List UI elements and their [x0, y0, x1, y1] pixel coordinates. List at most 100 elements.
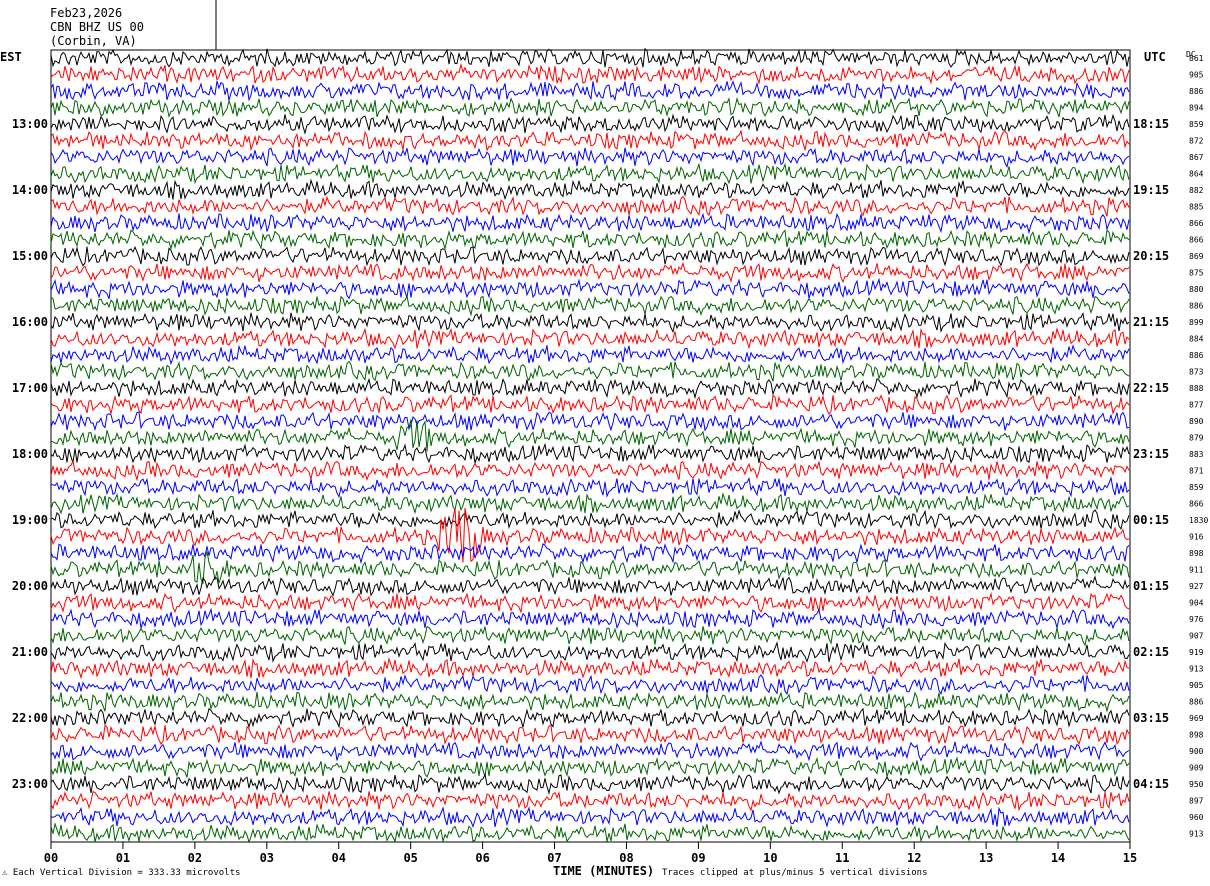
- seismic-trace: [50, 790, 1130, 812]
- left-time-label: 17:00: [12, 381, 48, 395]
- left-time-label: 18:00: [12, 447, 48, 461]
- seismic-trace: [50, 691, 1130, 713]
- seismic-trace: [50, 657, 1130, 680]
- dc-offset-label: 894: [1189, 104, 1204, 113]
- seismic-trace: [50, 707, 1130, 729]
- dc-offset-label: 866: [1189, 219, 1204, 228]
- seismic-trace: [50, 542, 1130, 565]
- left-time-label: 20:00: [12, 579, 48, 593]
- dc-offset-label: 907: [1189, 632, 1204, 641]
- dc-offset-label: 950: [1189, 780, 1204, 789]
- x-tick-label: 05: [403, 851, 417, 865]
- dc-offset-label: 883: [1189, 450, 1204, 459]
- seismic-trace: [50, 178, 1130, 201]
- x-tick-label: 12: [907, 851, 921, 865]
- dc-offset-label: 890: [1189, 417, 1204, 426]
- right-axis-title: UTC: [1144, 50, 1166, 64]
- dc-offset-labels: 861 905 886 894 859 872 867 864 882 885 866 866 869 8…: [1189, 54, 1208, 839]
- dc-offset-label: 904: [1189, 599, 1204, 608]
- seismic-trace: [50, 327, 1130, 350]
- chart-date: Feb23,2026: [50, 6, 123, 20]
- dc-offset-label: 898: [1189, 549, 1204, 558]
- right-time-label: 00:15: [1133, 513, 1169, 527]
- seismic-trace: [50, 147, 1130, 169]
- dc-offset-label: 976: [1189, 615, 1204, 624]
- x-tick-label: 09: [691, 851, 705, 865]
- seismic-trace: [50, 507, 1130, 563]
- left-time-label: 19:00: [12, 513, 48, 527]
- seismic-trace: [50, 509, 1130, 530]
- right-time-label: 21:15: [1133, 315, 1169, 329]
- right-time-label: 22:15: [1133, 381, 1169, 395]
- seismic-trace: [50, 674, 1130, 696]
- dc-offset-label: 905: [1189, 71, 1204, 80]
- x-tick-label: 14: [1051, 851, 1065, 865]
- seismic-trace: [50, 822, 1130, 844]
- dc-offset-label: 880: [1189, 285, 1204, 294]
- seismic-trace: [50, 311, 1130, 334]
- dc-offset-label: 886: [1189, 302, 1204, 311]
- dc-offset-label: 960: [1189, 813, 1204, 822]
- dc-offset-label: 886: [1189, 351, 1204, 360]
- dc-offset-label: 927: [1189, 582, 1204, 591]
- seismic-trace: [50, 80, 1130, 102]
- seismic-trace: [50, 377, 1130, 400]
- seismic-trace: [50, 607, 1130, 631]
- dc-offset-label: 913: [1189, 665, 1204, 674]
- dc-offset-label: 886: [1189, 87, 1204, 96]
- right-time-label: 19:15: [1133, 183, 1169, 197]
- left-axis-title: EST: [0, 50, 22, 64]
- dc-offset-label: 859: [1189, 120, 1204, 129]
- seismic-traces: [50, 47, 1130, 844]
- dc-offset-label: 864: [1189, 170, 1204, 179]
- right-time-label: 01:15: [1133, 579, 1169, 593]
- dc-offset-label: 866: [1189, 500, 1204, 509]
- right-time-label: 23:15: [1133, 447, 1169, 461]
- station-name: CBN BHZ US 00: [50, 20, 144, 34]
- seismic-trace: [50, 476, 1130, 499]
- dc-offset-label: 913: [1189, 830, 1204, 839]
- dc-offset-label: 875: [1189, 269, 1204, 278]
- dc-offset-label: 882: [1189, 186, 1204, 195]
- right-time-label: 18:15: [1133, 117, 1169, 131]
- x-tick-label: 15: [1123, 851, 1137, 865]
- seismic-trace: [50, 212, 1130, 235]
- seismic-trace: [50, 229, 1130, 251]
- left-time-label: 23:00: [12, 777, 48, 791]
- dc-offset-label: 898: [1189, 731, 1204, 740]
- seismic-trace: [50, 724, 1130, 746]
- seismic-trace: [50, 277, 1130, 300]
- seismic-trace: [50, 97, 1130, 118]
- dc-offset-label: 879: [1189, 434, 1204, 443]
- dc-offset-label: 886: [1189, 698, 1204, 707]
- left-time-labels: 13:00 14:00 15:00 16:00 17:00 18:00 19:00 20:00…: [12, 117, 48, 791]
- seismic-trace: [50, 740, 1130, 762]
- seismic-trace: [50, 62, 1130, 85]
- left-time-label: 16:00: [12, 315, 48, 329]
- x-tick-label: 04: [332, 851, 346, 865]
- x-tick-label: 10: [763, 851, 777, 865]
- x-axis-label: TIME (MINUTES): [553, 864, 655, 878]
- left-time-label: 22:00: [12, 711, 48, 725]
- dc-offset-label: 897: [1189, 797, 1204, 806]
- dc-offset-label: 905: [1189, 681, 1204, 690]
- dc-offset-label: 871: [1189, 467, 1204, 476]
- right-time-label: 03:15: [1133, 711, 1169, 725]
- dc-offset-label: 888: [1189, 384, 1204, 393]
- x-tick-label: 01: [116, 851, 130, 865]
- dc-offset-label: 866: [1189, 236, 1204, 245]
- seismic-trace: [50, 344, 1130, 366]
- seismic-trace: [50, 113, 1130, 135]
- left-time-label: 14:00: [12, 183, 48, 197]
- seismic-trace: [50, 411, 1130, 432]
- seismic-trace: [50, 47, 1130, 68]
- seismic-trace: [50, 625, 1130, 647]
- dc-offset-label: 872: [1189, 137, 1204, 146]
- seismic-trace: [50, 575, 1130, 597]
- seismic-trace: [50, 394, 1130, 416]
- seismic-trace: [50, 360, 1130, 382]
- seismic-trace: [50, 261, 1130, 284]
- seismic-trace: [50, 129, 1130, 152]
- plot-frame: [50, 49, 1131, 843]
- right-time-label: 02:15: [1133, 645, 1169, 659]
